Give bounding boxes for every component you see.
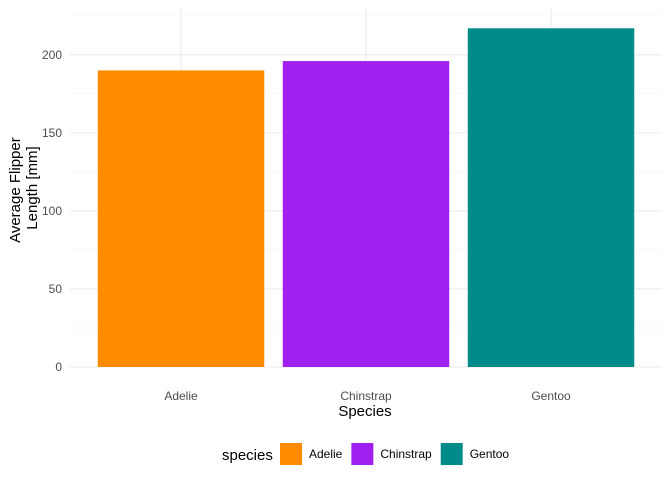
- x-axis-title: Species: [338, 403, 391, 420]
- x-tick-label: Gentoo: [531, 389, 571, 403]
- y-tick-label: 0: [55, 360, 62, 374]
- y-axis-title-line-2: Length [mm]: [24, 146, 41, 229]
- y-tick-label: 150: [42, 126, 62, 140]
- y-axis-title-line-1: Average Flipper: [7, 137, 24, 243]
- legend-key-adelie: [280, 443, 302, 465]
- legend-title: species: [222, 447, 273, 464]
- x-tick-labels: Adelie Chinstrap Gentoo: [164, 389, 571, 403]
- legend-label-chinstrap: Chinstrap: [380, 447, 432, 461]
- legend-key-gentoo: [440, 443, 463, 465]
- y-tick-label: 50: [49, 282, 63, 296]
- legend: species Adelie Chinstrap Gentoo: [222, 443, 509, 465]
- y-tick-label: 100: [42, 204, 62, 218]
- legend-key-chinstrap: [351, 443, 374, 465]
- legend-label-gentoo: Gentoo: [470, 447, 510, 461]
- legend-label-adelie: Adelie: [309, 447, 343, 461]
- x-tick-label: Chinstrap: [340, 389, 392, 403]
- y-tick-labels: 0 50 100 150 200: [42, 48, 62, 374]
- bar-adelie: [97, 70, 265, 367]
- bars: [97, 28, 635, 368]
- y-axis-title: Average Flipper Length [mm]: [7, 133, 41, 243]
- x-tick-label: Adelie: [164, 389, 198, 403]
- bar-gentoo: [467, 28, 635, 368]
- bar-chinstrap: [282, 61, 450, 367]
- y-tick-label: 200: [42, 48, 62, 62]
- legend-keys: Adelie Chinstrap Gentoo: [280, 443, 509, 465]
